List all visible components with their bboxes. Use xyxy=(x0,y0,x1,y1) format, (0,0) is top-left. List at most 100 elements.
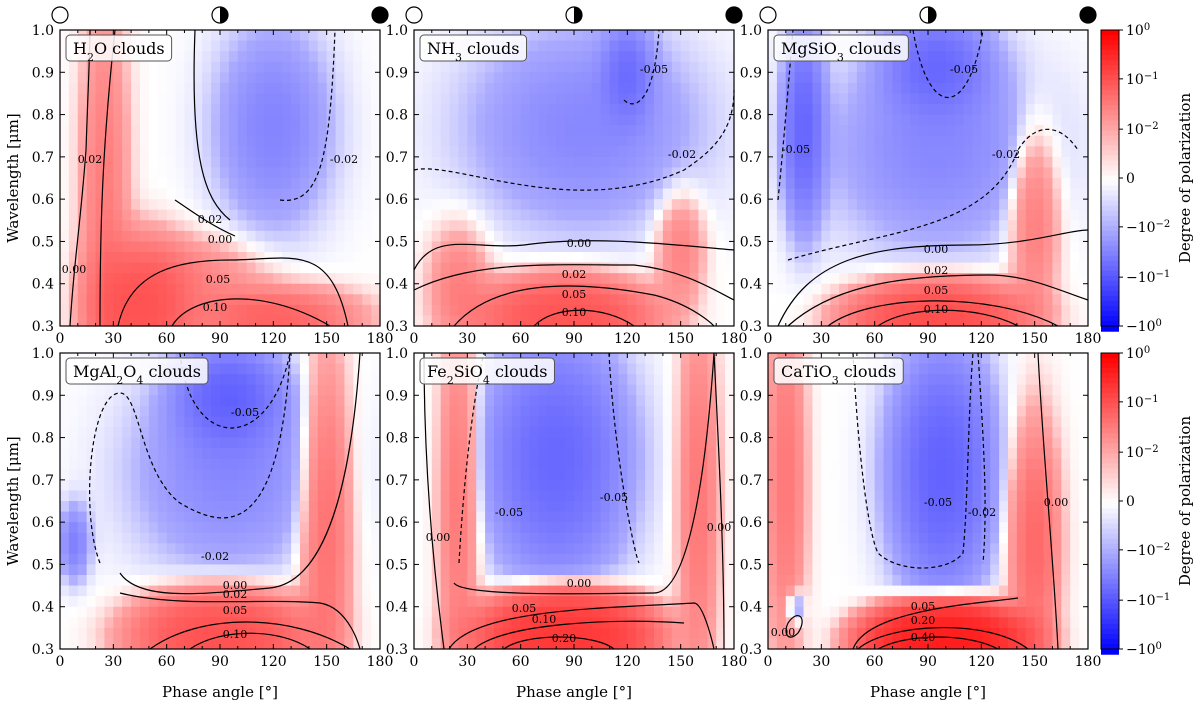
heatmap-cell xyxy=(689,178,700,190)
heatmap-cell xyxy=(662,51,673,63)
heatmap-cell xyxy=(485,405,495,418)
heatmap-cell xyxy=(157,458,168,470)
heatmap-cell xyxy=(77,458,88,470)
heatmap-cell xyxy=(246,199,257,211)
heatmap-cell xyxy=(273,617,283,629)
heatmap-cell xyxy=(600,294,611,306)
heatmap-cell xyxy=(794,114,805,126)
heatmap-cell xyxy=(1016,82,1027,95)
heatmap-cell xyxy=(874,156,885,169)
heatmap-cell xyxy=(228,511,239,523)
heatmap-cell xyxy=(246,575,257,587)
heatmap-cell xyxy=(582,522,593,534)
heatmap-cell xyxy=(113,479,123,492)
heatmap-cell xyxy=(662,241,673,253)
heatmap-cell xyxy=(936,178,947,190)
heatmap-cell xyxy=(220,458,230,470)
heatmap-cell xyxy=(565,437,575,449)
heatmap-cell xyxy=(220,135,230,147)
heatmap-cell xyxy=(220,363,230,375)
heatmap-cell xyxy=(954,209,965,221)
heatmap-cell xyxy=(246,384,257,396)
heatmap-cell xyxy=(193,178,203,190)
heatmap-cell xyxy=(812,167,822,179)
x-tick-label: 150 xyxy=(667,331,694,347)
heatmap-cell xyxy=(449,220,460,232)
heatmap-cell xyxy=(202,51,212,63)
heatmap-cell xyxy=(618,252,628,264)
heatmap-cell xyxy=(1070,156,1080,169)
heatmap-cell xyxy=(414,395,424,407)
heatmap-cell xyxy=(848,220,858,232)
heatmap-cell xyxy=(264,72,274,84)
heatmap-cell xyxy=(812,93,822,105)
heatmap-cell xyxy=(184,241,194,253)
heatmap-cell xyxy=(362,30,372,42)
heatmap-cell xyxy=(901,135,911,147)
heatmap-cell xyxy=(113,167,123,179)
heatmap-cell xyxy=(166,135,177,147)
heatmap-cell xyxy=(981,104,991,116)
heatmap-cell xyxy=(600,199,611,211)
heatmap-cell xyxy=(565,448,575,460)
heatmap-cell xyxy=(193,273,203,285)
heatmap-cell xyxy=(246,458,257,470)
heatmap-cell xyxy=(458,230,468,243)
heatmap-cell xyxy=(954,125,965,137)
heatmap-cell xyxy=(689,72,700,84)
heatmap-cell xyxy=(414,135,424,147)
heatmap-cell xyxy=(547,104,557,116)
heatmap-cell xyxy=(1052,82,1062,95)
heatmap-cell xyxy=(300,178,310,190)
heatmap-cell xyxy=(689,252,700,264)
heatmap-cell xyxy=(538,458,548,470)
heatmap-cell xyxy=(768,125,778,137)
heatmap-cell xyxy=(636,135,646,147)
heatmap-cell xyxy=(565,532,575,544)
heatmap-cell xyxy=(1025,294,1036,306)
heatmap-cell xyxy=(317,178,328,190)
heatmap-cell xyxy=(371,230,381,243)
heatmap-cell xyxy=(776,262,787,274)
heatmap-cell xyxy=(981,230,991,243)
heatmap-cell xyxy=(645,30,655,42)
heatmap-cell xyxy=(919,178,929,190)
heatmap-cell xyxy=(529,273,540,285)
heatmap-cell xyxy=(936,114,947,126)
heatmap-cell xyxy=(502,553,513,566)
heatmap-cell xyxy=(308,125,319,137)
heatmap-cell xyxy=(449,416,460,428)
heatmap-cell xyxy=(68,606,79,618)
heatmap-cell xyxy=(476,627,486,640)
heatmap-cell xyxy=(122,294,132,306)
heatmap-cell xyxy=(228,114,239,126)
heatmap-cell xyxy=(538,220,548,232)
heatmap-cell xyxy=(609,146,620,158)
heatmap-cell xyxy=(556,437,566,449)
heatmap-cell xyxy=(371,458,381,470)
heatmap-cell xyxy=(848,82,858,95)
heatmap-cell xyxy=(220,532,230,544)
heatmap-cell xyxy=(936,315,947,327)
heatmap-cell xyxy=(574,458,584,470)
heatmap-cell xyxy=(431,564,442,576)
heatmap-cell xyxy=(246,522,257,534)
heatmap-cell xyxy=(636,283,646,295)
heatmap-cell xyxy=(883,209,894,221)
heatmap-cell xyxy=(77,501,88,513)
x-tick-label: 30 xyxy=(104,654,122,670)
heatmap-cell xyxy=(680,167,691,179)
heatmap-cell xyxy=(113,241,123,253)
heatmap-cell xyxy=(113,532,123,544)
heatmap-cell xyxy=(308,61,319,73)
heatmap-cell xyxy=(193,448,203,460)
heatmap-cell xyxy=(193,167,203,179)
heatmap-cell xyxy=(520,427,531,439)
heatmap-cell xyxy=(291,230,301,243)
heatmap-cell xyxy=(990,262,1000,274)
heatmap-cell xyxy=(264,532,274,544)
heatmap-cell xyxy=(636,61,646,73)
heatmap-cell xyxy=(282,606,292,618)
heatmap-cell xyxy=(892,209,902,221)
heatmap-cell xyxy=(291,353,301,365)
